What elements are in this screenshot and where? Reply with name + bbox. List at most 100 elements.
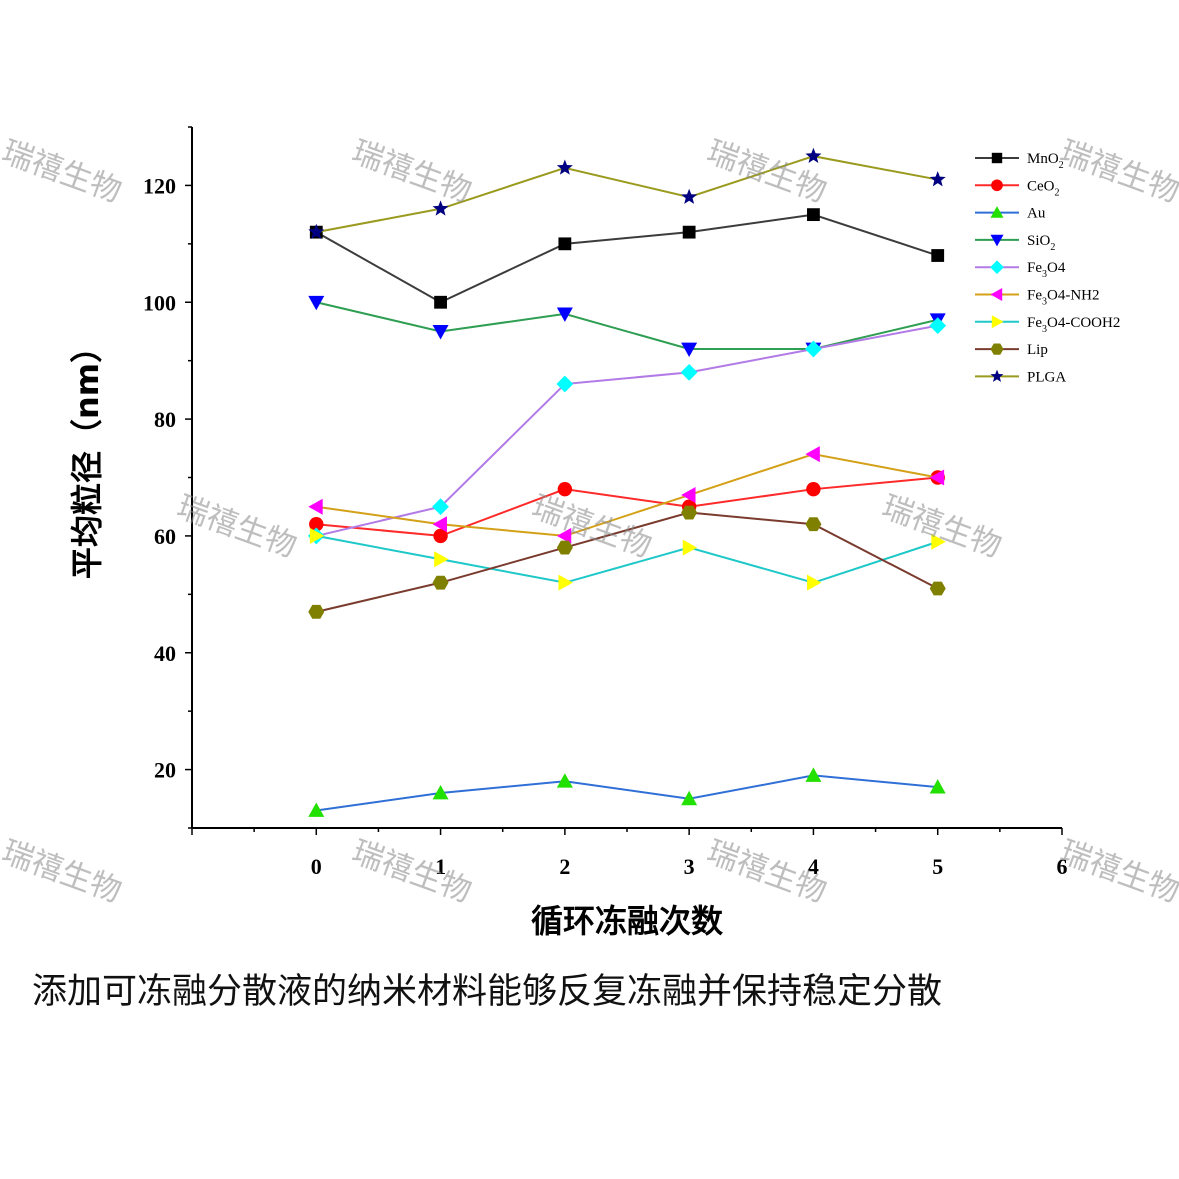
- legend-marker: [990, 260, 1004, 275]
- data-point: [556, 159, 573, 175]
- watermark-text: 瑞禧生物: [347, 134, 476, 210]
- series-line: [316, 324, 938, 537]
- data-point: [929, 171, 946, 187]
- legend-marker: [990, 206, 1004, 218]
- series-line: [316, 534, 939, 584]
- data-point: [309, 517, 324, 532]
- x-tick-label: 5: [932, 854, 943, 879]
- legend-marker: [991, 152, 1003, 164]
- series-line: [316, 476, 938, 537]
- x-tick-label: 4: [808, 854, 819, 879]
- series-fe3o4: [307, 317, 947, 545]
- series-line: [315, 213, 939, 304]
- data-point: [807, 574, 822, 591]
- data-point: [308, 498, 323, 515]
- series-lip: [308, 505, 946, 619]
- legend-marker: [990, 288, 1003, 301]
- legend-label: Au: [1027, 206, 1046, 222]
- y-tick-label: 40: [154, 641, 176, 666]
- x-tick-label: 2: [559, 854, 570, 879]
- data-point: [558, 574, 573, 591]
- legend-label: Fe3O4-COOH2: [1027, 315, 1120, 335]
- data-point: [556, 540, 573, 555]
- data-point: [556, 773, 573, 788]
- data-point: [309, 527, 325, 544]
- data-point: [308, 802, 325, 817]
- series-plga: [308, 147, 946, 239]
- axes: 20 40 60 80 100 120 0 1 2 3 4 5 6: [143, 126, 1068, 879]
- watermark-text: 瑞禧生物: [702, 134, 831, 210]
- data-point: [929, 469, 945, 486]
- data-point: [433, 528, 448, 544]
- series-line: [316, 511, 939, 613]
- data-point: [556, 375, 574, 393]
- legend-item: SiO2: [975, 233, 1055, 253]
- legend-label: PLGA: [1027, 369, 1066, 385]
- data-point: [931, 533, 946, 550]
- legend-marker: [991, 179, 1003, 192]
- legend-item: MnO2: [975, 151, 1064, 171]
- watermark-text: 瑞禧生物: [1055, 134, 1179, 210]
- watermark-text: 瑞禧生物: [0, 834, 126, 910]
- data-point: [805, 767, 822, 782]
- y-axis-title: 平均粒径（nm）: [68, 331, 106, 579]
- legend-marker: [990, 343, 1004, 355]
- data-point: [434, 295, 447, 309]
- figure-caption: 添加可冻融分散液的纳米材料能够反复冻融并保持稳定分散: [32, 972, 942, 1012]
- series-mno2: [309, 208, 945, 309]
- series-fe3o4-cooh2: [309, 527, 946, 591]
- legend-item: CeO2: [975, 178, 1060, 198]
- legend-label: Lip: [1027, 342, 1048, 358]
- legend-label: CeO2: [1027, 178, 1060, 198]
- data-point: [308, 223, 325, 239]
- x-tick-label: 6: [1057, 854, 1068, 879]
- series-au: [308, 767, 946, 817]
- data-point: [681, 188, 698, 204]
- data-point: [681, 487, 696, 504]
- watermark-text: 瑞禧生物: [347, 834, 476, 910]
- legend-label: MnO2: [1027, 151, 1064, 171]
- y-tick-label: 120: [143, 173, 176, 198]
- legend-item: Fe3O4-COOH2: [975, 315, 1120, 335]
- data-point: [805, 446, 820, 463]
- y-tick-label: 100: [143, 290, 176, 315]
- series-layer: [307, 147, 947, 817]
- data-point: [931, 249, 945, 262]
- series-line: [316, 155, 938, 234]
- data-point: [682, 539, 698, 556]
- legend-label: Fe3O4-NH2: [1027, 288, 1100, 308]
- x-tick-label: 3: [684, 854, 695, 879]
- legend-label: SiO2: [1027, 233, 1055, 253]
- data-point: [558, 237, 572, 251]
- legend: MnO2 CeO2 Au SiO2 Fe3O4 Fe3O4-NH2 Fe3O4-COOH2 L…: [975, 151, 1120, 385]
- watermark-text: 瑞禧生物: [1055, 834, 1179, 910]
- legend-item: Fe3O4-NH2: [975, 288, 1100, 308]
- data-point: [308, 295, 325, 311]
- data-point: [807, 208, 820, 222]
- watermark-text: 瑞禧生物: [877, 489, 1006, 565]
- data-point: [929, 779, 946, 794]
- data-point: [681, 505, 698, 520]
- series-line: [316, 774, 938, 812]
- data-point: [805, 147, 822, 164]
- series-fe3o4-nh2: [308, 446, 945, 544]
- legend-item: Au: [975, 206, 1046, 222]
- data-point: [556, 527, 572, 544]
- data-point: [680, 363, 698, 381]
- data-point: [682, 225, 696, 239]
- x-tick-label: 1: [435, 854, 446, 879]
- legend-label: Fe3O4: [1027, 260, 1066, 280]
- series-line: [316, 453, 938, 537]
- watermark-text: 瑞禧生物: [0, 134, 126, 210]
- data-point: [929, 581, 946, 596]
- legend-item: Lip: [975, 342, 1048, 358]
- y-tick-label: 60: [154, 524, 176, 549]
- legend-item: Fe3O4: [975, 260, 1066, 280]
- x-axis-title: 循环冻融次数: [531, 902, 724, 940]
- data-point: [432, 516, 447, 533]
- legend-item: PLGA: [975, 369, 1066, 385]
- data-point: [805, 517, 822, 532]
